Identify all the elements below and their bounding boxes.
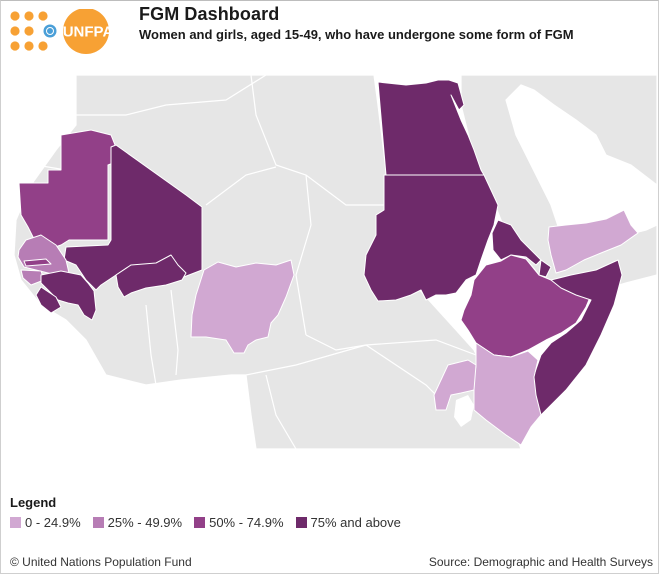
- legend-swatch: [295, 517, 307, 528]
- legend: 0 - 24.9% 25% - 49.9% 50% - 74.9% 75% an…: [10, 515, 401, 530]
- region-burkina-faso[interactable]: [115, 254, 187, 298]
- source-text: Source: Demographic and Health Surveys: [428, 555, 653, 569]
- lake-victoria: [454, 395, 474, 427]
- unfpa-logo: UNFPA: [10, 9, 110, 54]
- fgm-choropleth-map[interactable]: [6, 75, 657, 449]
- legend-item-25-49[interactable]: 25% - 49.9%: [92, 515, 183, 530]
- region-gambia[interactable]: [23, 258, 52, 267]
- region-yemen[interactable]: [547, 209, 639, 274]
- legend-swatch: [92, 517, 104, 528]
- legend-title: Legend: [10, 495, 57, 510]
- legend-label: 75% and above: [310, 515, 401, 530]
- un-emblem-icon: [43, 24, 57, 38]
- region-mauritania[interactable]: [18, 129, 122, 251]
- legend-swatch: [10, 517, 21, 528]
- region-sudan[interactable]: [363, 174, 499, 302]
- page-subtitle: Women and girls, aged 15-49, who have un…: [139, 27, 574, 42]
- region-egypt[interactable]: [377, 79, 485, 176]
- svg-text:UNFPA: UNFPA: [63, 24, 110, 41]
- region-eritrea[interactable]: [491, 219, 542, 266]
- legend-item-75-plus[interactable]: 75% and above: [295, 515, 401, 530]
- region-nigeria[interactable]: [190, 259, 295, 354]
- legend-label: 25% - 49.9%: [107, 515, 183, 530]
- copyright-text: © United Nations Population Fund: [10, 555, 192, 569]
- page-title: FGM Dashboard: [139, 4, 280, 24]
- region-djibouti[interactable]: [538, 259, 552, 278]
- region-sierra-leone[interactable]: [35, 286, 62, 314]
- region-mali[interactable]: [63, 144, 203, 291]
- legend-label: 50% - 74.9%: [209, 515, 284, 530]
- region-ethiopia[interactable]: [460, 254, 592, 358]
- countries: [17, 79, 639, 446]
- region-uganda[interactable]: [433, 359, 477, 411]
- legend-item-50-74[interactable]: 50% - 74.9%: [194, 515, 284, 530]
- region-guinea-bissau[interactable]: [20, 269, 45, 286]
- legend-item-0-24[interactable]: 0 - 24.9%: [10, 515, 81, 530]
- region-kenya[interactable]: [473, 342, 542, 446]
- legend-label: 0 - 24.9%: [25, 515, 81, 530]
- header: UNFPA FGM Dashboard Women and girls, age…: [0, 0, 659, 68]
- legend-swatch: [194, 517, 206, 528]
